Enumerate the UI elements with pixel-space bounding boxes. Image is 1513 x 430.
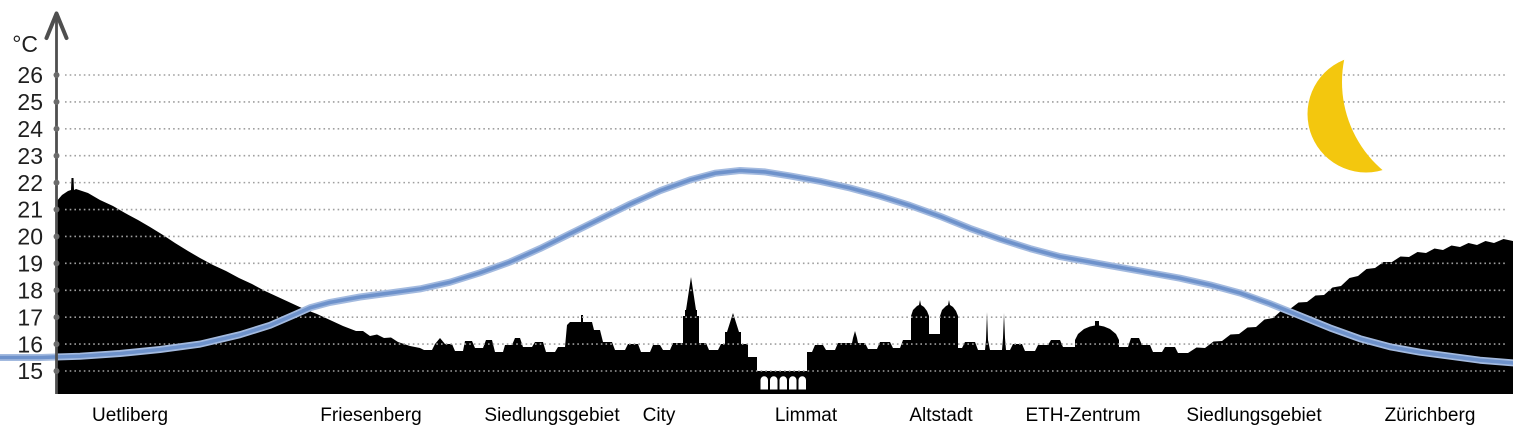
y-axis-tick-dot: [53, 152, 60, 159]
y-axis-tick-dot: [53, 233, 60, 240]
x-category-label: Limmat: [775, 405, 838, 426]
temperature-curve: [0, 168, 1513, 365]
y-tick-label: 19: [17, 251, 43, 277]
y-axis-tick-dot: [53, 314, 60, 321]
y-tick-label: 23: [17, 143, 43, 169]
y-tick-label: 25: [17, 89, 43, 115]
y-axis-tick-dot: [53, 98, 60, 105]
bridge-arches: [760, 376, 806, 390]
x-category-label: ETH-Zentrum: [1025, 405, 1140, 426]
x-category-label: Zürichberg: [1385, 405, 1476, 426]
y-tick-label: 15: [17, 358, 43, 384]
x-category-label: Altstadt: [909, 405, 973, 426]
bridge-arch: [789, 376, 797, 390]
y-tick-label: 18: [17, 277, 43, 303]
bridge-arch: [760, 376, 768, 390]
y-axis-unit-label: °C: [12, 31, 38, 57]
y-tick-label: 20: [17, 224, 43, 250]
y-axis-tick-dot: [53, 71, 60, 78]
y-axis-tick-dot: [53, 341, 60, 348]
bridge-arch: [770, 376, 778, 390]
city-skyline-silhouette: [56, 178, 1513, 394]
y-tick-label: 26: [17, 62, 43, 88]
y-axis-tick-dot: [53, 179, 60, 186]
y-tick-label: 16: [17, 331, 43, 357]
y-tick-label: 17: [17, 304, 43, 330]
x-category-label: Siedlungsgebiet: [1186, 405, 1322, 426]
y-tick-label: 24: [17, 116, 43, 142]
y-axis-tick-dot: [53, 260, 60, 267]
y-axis-tick-dot: [53, 125, 60, 132]
x-category-label: Friesenberg: [320, 405, 421, 426]
y-tick-label: 22: [17, 170, 43, 196]
crescent-moon-icon: [1307, 55, 1425, 173]
y-axis-arrow-icon: [44, 11, 69, 40]
gridlines: [65, 74, 1506, 372]
y-axis-tick-dots: [53, 71, 60, 374]
x-category-label: Siedlungsgebiet: [484, 405, 620, 426]
y-tick-label: 21: [17, 197, 43, 223]
x-axis-category-labels: Uetliberg Friesenberg Siedlungsgebiet City L…: [92, 405, 1475, 426]
y-axis-tick-dot: [53, 368, 60, 374]
bridge-arch: [779, 376, 787, 390]
x-category-label: City: [643, 405, 676, 426]
x-category-label: Uetliberg: [92, 405, 168, 426]
y-axis-tick-dot: [53, 287, 60, 294]
bridge-arch: [798, 376, 806, 390]
y-axis-tick-dot: [53, 206, 60, 213]
